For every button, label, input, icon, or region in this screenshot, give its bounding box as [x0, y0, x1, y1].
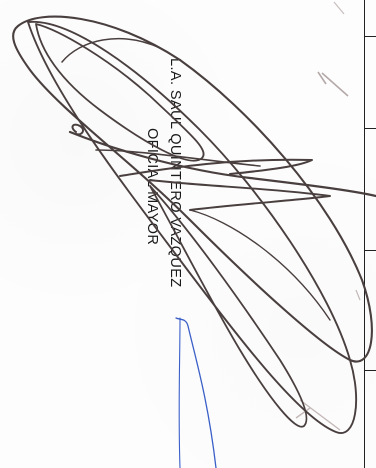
form-tick — [364, 128, 376, 129]
form-tick — [364, 36, 376, 37]
signatory-title: OFICIAL MAYOR — [144, 128, 160, 246]
signatory-name: L.A. SAUL QUINTERO VAZQUEZ — [167, 58, 183, 288]
form-tick — [364, 370, 376, 371]
form-tick — [364, 250, 376, 251]
form-border-right — [364, 0, 376, 468]
